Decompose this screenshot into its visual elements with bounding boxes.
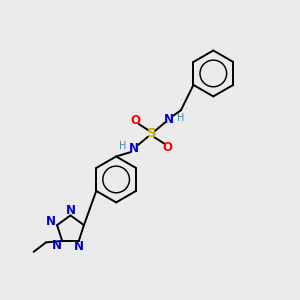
Text: H: H <box>119 141 126 151</box>
Text: O: O <box>163 141 173 154</box>
Text: N: N <box>65 204 76 217</box>
Text: N: N <box>164 112 174 126</box>
Text: N: N <box>52 239 62 252</box>
Text: N: N <box>74 240 84 253</box>
Text: H: H <box>177 113 184 124</box>
Text: N: N <box>129 142 139 155</box>
Text: N: N <box>46 215 56 228</box>
Text: S: S <box>147 127 156 140</box>
Text: O: O <box>130 114 140 127</box>
